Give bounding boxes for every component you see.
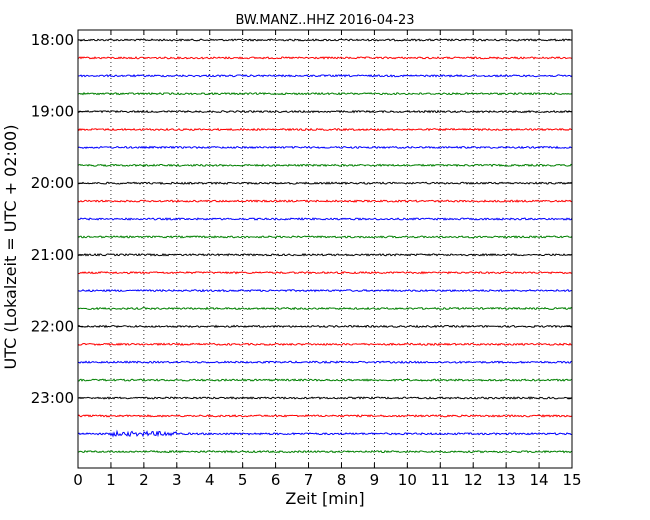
trace-2045	[77, 235, 573, 239]
trace-1815	[77, 56, 573, 60]
trace-2000	[77, 181, 573, 185]
x-tick-label: 4	[205, 471, 215, 489]
x-tick-label: 2	[139, 471, 149, 489]
trace-2145	[77, 306, 573, 311]
x-tick-label: 10	[398, 471, 417, 489]
x-tick-label: 11	[431, 471, 450, 489]
trace-2230	[77, 360, 573, 364]
trace-2200	[77, 324, 573, 329]
trace-1915	[77, 127, 573, 132]
trace-1800	[77, 38, 573, 42]
trace-2115	[77, 270, 573, 275]
plot-frame	[77, 29, 573, 469]
trace-2215	[77, 342, 573, 347]
chart-title: BW.MANZ..HHZ 2016-04-23	[235, 13, 414, 28]
x-tick-label: 6	[271, 471, 281, 489]
trace-2245	[77, 378, 573, 382]
y-tick-label: 18:00	[31, 31, 74, 49]
x-axis-label: Zeit [min]	[285, 489, 364, 508]
x-tick-label: 7	[304, 471, 314, 489]
y-tick-label: 23:00	[31, 389, 74, 407]
trace-2300	[77, 396, 573, 400]
y-tick-label: 22:00	[31, 317, 74, 335]
trace-1830	[77, 74, 573, 78]
trace-2130	[77, 288, 573, 293]
x-tick-label: 0	[73, 471, 83, 489]
x-tick-label: 13	[497, 471, 516, 489]
trace-1930	[77, 145, 573, 150]
trace-1845	[77, 91, 573, 96]
y-axis-label: UTC (Lokalzeit = UTC + 02:00)	[1, 125, 20, 370]
trace-2345	[77, 449, 573, 454]
trace-2015	[77, 199, 573, 203]
seismic-traces	[77, 38, 573, 454]
x-tick-label: 5	[238, 471, 248, 489]
y-tick-label: 21:00	[31, 246, 74, 264]
trace-1900	[77, 109, 573, 114]
x-tick-label: 8	[337, 471, 347, 489]
x-tick-label: 15	[562, 471, 581, 489]
x-tick-label: 9	[370, 471, 380, 489]
trace-1945	[77, 163, 573, 168]
x-tick-label: 12	[464, 471, 483, 489]
x-axis-ticks: 0 1 2 3 4 5 6 7 8 9 10 11 12 13 14 15	[73, 30, 582, 489]
x-tick-label: 14	[530, 471, 549, 489]
y-tick-label: 19:00	[31, 103, 74, 121]
trace-2330	[77, 429, 573, 438]
trace-2100	[77, 253, 573, 257]
y-axis-ticks: 18:00 19:00 20:00 21:00 22:00 23:00	[31, 31, 572, 407]
vertical-gridlines	[110, 30, 540, 468]
y-tick-label: 20:00	[31, 174, 74, 192]
trace-2315	[77, 414, 573, 418]
x-tick-label: 3	[172, 471, 182, 489]
trace-2030	[77, 217, 573, 221]
x-tick-label: 1	[106, 471, 116, 489]
